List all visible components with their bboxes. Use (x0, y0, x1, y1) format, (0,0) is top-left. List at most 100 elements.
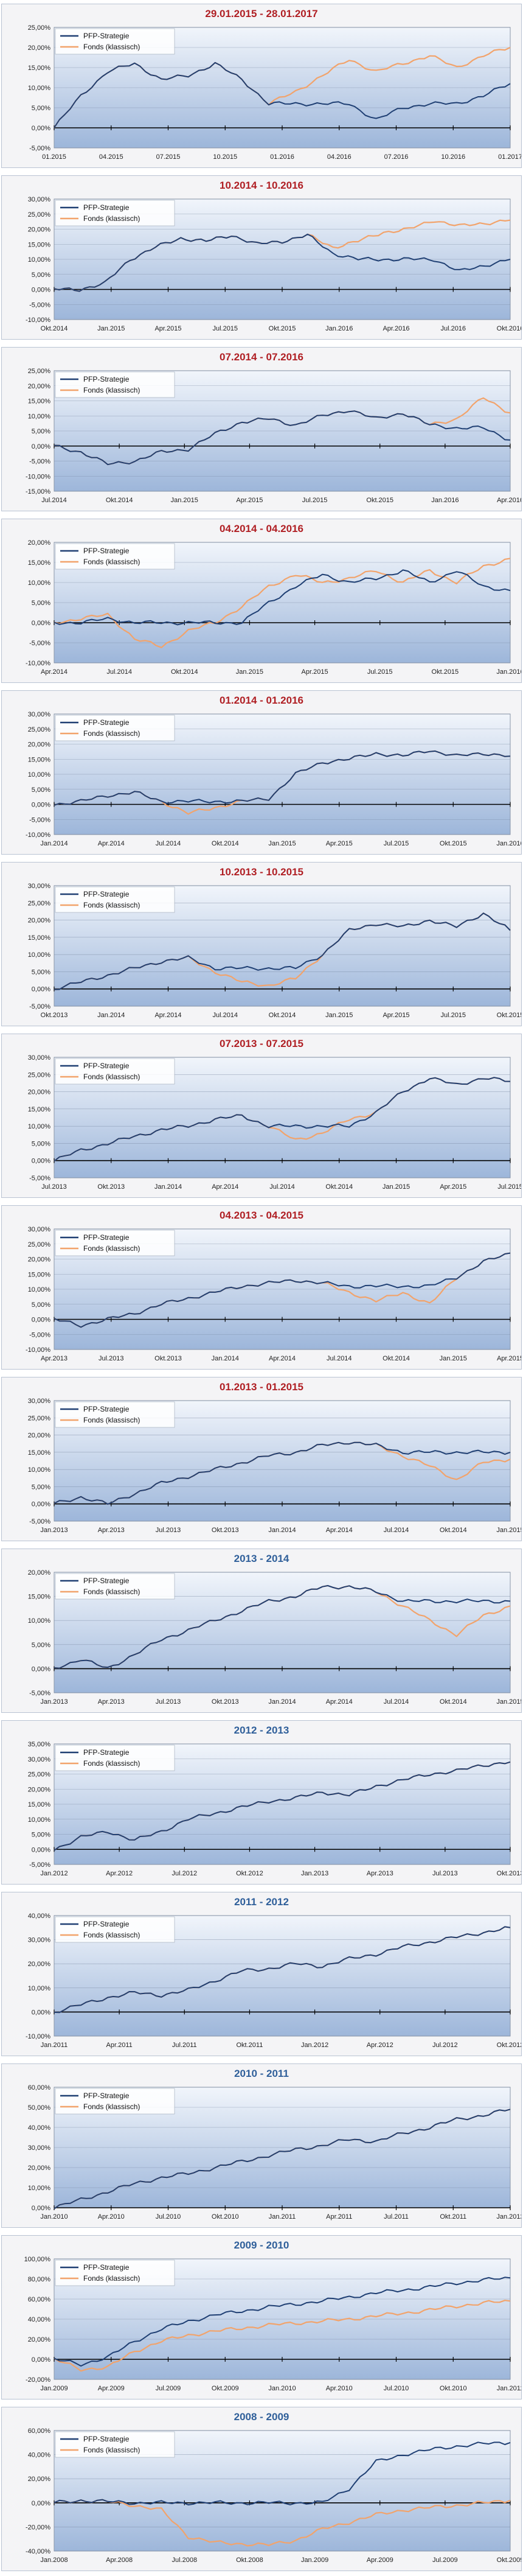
y-tick-label: 0,00% (32, 2356, 50, 2364)
x-tick-label: Apr.2016 (497, 497, 521, 504)
x-tick-label: Apr.2013 (367, 1870, 393, 1877)
x-tick-label: Apr.2014 (154, 1012, 181, 1019)
x-tick-label: Apr.2009 (98, 2385, 125, 2392)
chart-title: 2013 - 2014 (234, 1553, 289, 1564)
y-tick-label: 25,00% (28, 1241, 51, 1248)
y-tick-label: -5,00% (29, 301, 50, 309)
x-tick-label: Jul.2014 (106, 668, 132, 676)
x-tick-label: Okt.2011 (237, 2042, 263, 2049)
y-tick-label: 5,00% (32, 1642, 50, 1649)
y-tick-label: 10,00% (28, 771, 51, 779)
series-line-pfp-strategie (54, 1441, 511, 1505)
y-tick-label: 60,00% (28, 2427, 51, 2435)
line-chart: 30,00% 25,00% 20,00% 15,00% 10,00% 5,00% 0,00%… (26, 1226, 521, 1362)
legend-label: PFP-Strategie (83, 1748, 130, 1757)
legend-label: Fonds (klassisch) (83, 901, 140, 909)
legend: PFP-Strategie Fonds (klassisch) (55, 371, 175, 398)
y-tick-label: 60,00% (28, 2084, 51, 2091)
line-chart: 35,00% 30,00% 25,00% 20,00% 15,00% 10,00% 5,00… (28, 1741, 521, 1877)
x-tick-label: Jan.2015 (440, 1355, 467, 1362)
series-line-pfp-strategie (54, 410, 511, 466)
y-tick-label: 100,00% (24, 2256, 51, 2263)
x-tick-label: Okt.2012 (236, 1870, 263, 1877)
chart-title: 2010 - 2011 (234, 2068, 289, 2079)
series-line-pfp-strategie (54, 569, 511, 626)
y-tick-label: -5,00% (29, 1518, 50, 1525)
y-tick-label: 5,00% (32, 1483, 50, 1491)
x-tick-label: Jul.2011 (172, 2042, 197, 2049)
y-tick-label: 30,00% (28, 1054, 51, 1062)
y-tick-label: 0,00% (32, 125, 50, 132)
legend-label: PFP-Strategie (83, 375, 130, 383)
y-tick-label: -5,00% (29, 145, 50, 152)
y-tick-label: 10,00% (28, 2185, 51, 2192)
x-tick-label: Jan.2014 (212, 1355, 239, 1362)
y-tick-label: -5,00% (29, 1331, 50, 1339)
x-tick-label: Jan.2013 (301, 1870, 328, 1877)
x-tick-label: Jan.2010 (40, 2213, 68, 2221)
x-tick-label: Okt.2013 (212, 1698, 239, 1706)
x-tick-label: Jul.2013 (41, 1183, 67, 1191)
x-tick-label: Okt.2013 (154, 1355, 182, 1362)
legend-box (55, 1230, 175, 1256)
x-tick-label: Apr.2014 (41, 668, 68, 676)
x-tick-label: Jul.2014 (327, 1355, 352, 1362)
y-tick-label: 20,00% (28, 44, 51, 52)
x-tick-label: Jan.2016 (325, 325, 353, 332)
y-tick-label: 0,00% (32, 2009, 50, 2016)
x-tick-label: Apr.2010 (326, 2385, 353, 2392)
x-tick-label: 07.2016 (384, 153, 409, 161)
chart-panel: 10.2014 - 10.2016 30,00% 25,00% 20,00% 15,00… (1, 175, 522, 340)
chart-title: 29.01.2015 - 28.01.2017 (205, 8, 318, 19)
chart-title: 2011 - 2012 (234, 1896, 289, 1908)
x-tick-label: Jan.2012 (496, 2213, 521, 2221)
y-tick-label: 80,00% (28, 2276, 51, 2283)
y-tick-label: 5,00% (32, 105, 50, 112)
x-tick-label: Jan.2015 (236, 668, 263, 676)
x-tick-label: Apr.2013 (98, 1698, 125, 1706)
series-line-pfp-strategie (54, 750, 511, 806)
series-line-pfp-strategie (54, 2109, 511, 2210)
y-tick-label: 0,00% (32, 1317, 50, 1324)
series-line-pfp-strategie (54, 2441, 511, 2506)
y-tick-label: 40,00% (28, 2316, 51, 2323)
x-tick-label: 04.2016 (327, 153, 352, 161)
x-tick-label: Jan.2010 (268, 2385, 296, 2392)
y-tick-label: 60,00% (28, 2296, 51, 2303)
legend-label: PFP-Strategie (83, 1405, 130, 1413)
y-tick-label: 25,00% (28, 1771, 51, 1779)
x-tick-label: Jul.2015 (384, 840, 409, 847)
x-tick-label: Apr.2014 (269, 1355, 296, 1362)
series-line-fonds-klassisch (54, 2499, 511, 2547)
y-tick-label: 0,00% (32, 620, 50, 627)
chart-panel: 2010 - 2011 60,00% 50,00% 40,00% 30,00% 20,00… (1, 2063, 522, 2228)
x-tick-label: Okt.2016 (497, 325, 521, 332)
y-tick-label: -15,00% (26, 488, 50, 495)
y-tick-label: 30,00% (28, 1756, 51, 1763)
y-tick-label: 15,00% (28, 934, 51, 942)
x-tick-label: Okt.2012 (497, 2042, 521, 2049)
line-chart: 30,00% 25,00% 20,00% 15,00% 10,00% 5,00% 0,00%… (28, 1398, 521, 1534)
x-tick-label: 10.2016 (441, 153, 465, 161)
x-tick-label: Apr.2015 (236, 497, 263, 504)
y-tick-label: -10,00% (26, 831, 50, 839)
y-tick-label: 40,00% (28, 2452, 51, 2459)
y-tick-label: 15,00% (28, 65, 51, 72)
legend-box (55, 543, 175, 570)
x-tick-label: Okt.2010 (440, 2385, 467, 2392)
x-tick-label: Jan.2012 (301, 2042, 328, 2049)
y-tick-label: -5,00% (29, 816, 50, 824)
series-line-pfp-strategie (54, 1926, 511, 2014)
x-tick-label: Apr.2012 (106, 1870, 133, 1877)
y-tick-label: 50,00% (28, 2104, 51, 2112)
x-tick-label: Jul.2010 (384, 2385, 409, 2392)
y-tick-label: 30,00% (28, 2144, 51, 2152)
legend-box (55, 1745, 175, 1771)
x-tick-label: Jul.2014 (41, 497, 67, 504)
y-tick-label: 0,00% (32, 1665, 50, 1673)
legend: PFP-Strategie Fonds (klassisch) (55, 1573, 175, 1600)
chart-panel: 2013 - 2014 20,00% 15,00% 10,00% 5,00% 0,00% -… (1, 1549, 522, 1713)
legend-label: PFP-Strategie (83, 2091, 130, 2100)
y-tick-label: -10,00% (26, 660, 50, 667)
x-tick-label: Jul.2009 (156, 2385, 181, 2392)
